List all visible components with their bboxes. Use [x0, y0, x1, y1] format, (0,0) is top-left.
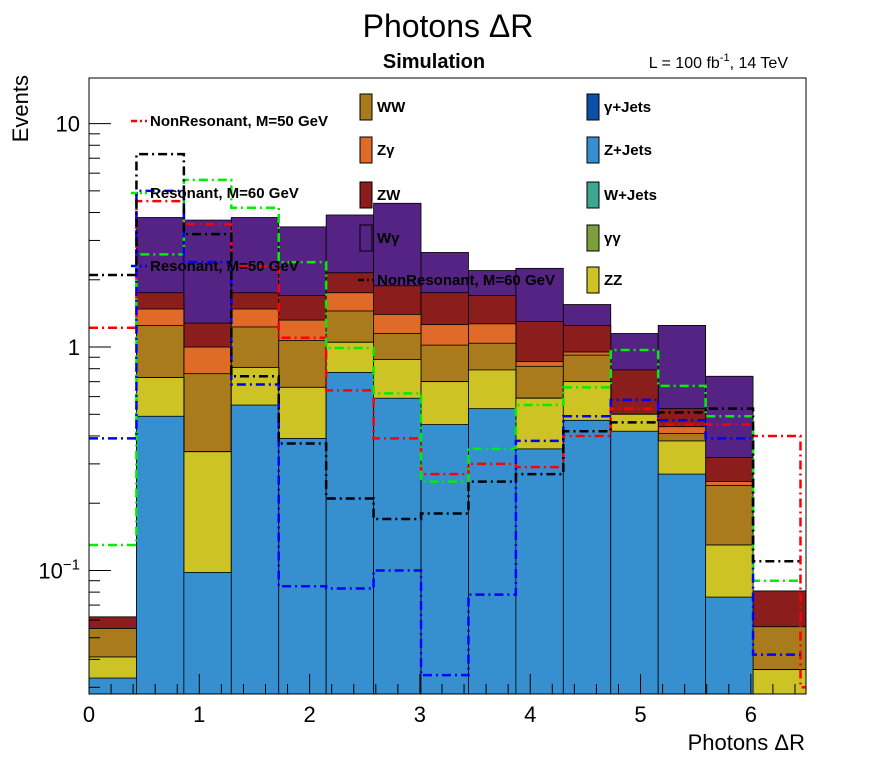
bar-zz-bin-14 — [752, 669, 807, 695]
bar-z-jets-bin-5 — [325, 372, 374, 695]
legend-swatch-wgamma — [359, 224, 373, 252]
plot-border — [88, 77, 807, 695]
legend-label-nonresonant-m-60-gev: NonResonant, M=60 GeV — [377, 272, 555, 289]
bar-z-jets-bin-9 — [515, 448, 564, 695]
plot-frame — [88, 77, 807, 695]
legend-swatch-zz — [586, 266, 600, 294]
legend-swatch-gamma-jets — [586, 93, 600, 121]
legend-swatch-gammagamma — [586, 224, 600, 252]
bar-z-jets-bin-3 — [230, 404, 280, 695]
bar-z-jets-bin-10 — [562, 419, 612, 695]
bar-z-jets-bin-11 — [610, 430, 659, 695]
legend-label-zw: ZW — [377, 187, 401, 204]
y-tick-label: 1 — [68, 335, 80, 360]
legend-label-zz: ZZ — [604, 272, 622, 289]
legend-label-z-jets: Z+Jets — [604, 142, 652, 159]
bar-z-jets-bin-8 — [468, 408, 517, 695]
x-tick-label: 4 — [524, 702, 536, 727]
legend-swatch-z-jets — [586, 136, 600, 164]
signal-line-resonant-m-50-gev — [89, 189, 801, 677]
legend-label-resonant-m-50-gev: Resonant, M=50 GeV — [150, 258, 299, 275]
bar-z-jets-bin-2 — [183, 572, 232, 695]
bar-z-jets-bin-7 — [420, 424, 469, 695]
bar-z-jets-bin-12 — [657, 473, 707, 695]
x-axis-label: Photons ΔR — [688, 730, 805, 755]
legend-label-wgamma: Wγ — [377, 230, 400, 247]
chart-title: Photons ΔR — [363, 8, 534, 44]
y-tick-label: 10−1 — [38, 556, 80, 583]
bar-z-jets-bin-0 — [88, 677, 137, 695]
legend-swatch-w-jets — [586, 181, 600, 209]
legend: NonResonant, M=50 GeV Resonant, M=60 GeV R… — [131, 93, 657, 294]
bar-z-jets-bin-4 — [278, 438, 327, 695]
bar-z-jets-bin-1 — [136, 415, 185, 695]
legend-swatch-zgamma — [359, 136, 373, 164]
x-tick-label: 1 — [193, 702, 205, 727]
luminosity-label: L = 100 fb-1, 14 TeV — [649, 52, 789, 72]
stacked-histogram — [88, 202, 807, 695]
y-tick-label: 10 — [56, 112, 80, 137]
legend-label-gamma-jets: γ+Jets — [604, 99, 651, 116]
legend-label-resonant-m-60-gev: Resonant, M=60 GeV — [150, 185, 299, 202]
legend-label-nonresonant-m-50-gev: NonResonant, M=50 GeV — [150, 113, 328, 130]
y-axis-label: Events — [8, 75, 33, 142]
x-tick-label: 3 — [414, 702, 426, 727]
legend-label-zgamma: Zγ — [377, 142, 395, 159]
bar-z-jets-bin-13 — [705, 596, 754, 695]
x-tick-label: 0 — [83, 702, 95, 727]
legend-swatch-ww — [359, 93, 373, 121]
legend-label-gammagamma: γγ — [604, 230, 621, 247]
x-tick-label: 5 — [634, 702, 646, 727]
simulation-label: Simulation — [383, 51, 485, 73]
signal-line-resonant-m-60-gev — [89, 178, 801, 582]
legend-label-ww: WW — [377, 99, 406, 116]
legend-label-w-jets: W+Jets — [604, 187, 657, 204]
signal-lines — [89, 152, 806, 689]
x-tick-label: 2 — [303, 702, 315, 727]
legend-swatch-zw — [359, 181, 373, 209]
axis-ticks: 0 1 2 3 4 5 6 10−1 1 10 — [38, 112, 796, 727]
x-tick-label: 6 — [745, 702, 757, 727]
bar-z-jets-bin-6 — [373, 397, 422, 695]
